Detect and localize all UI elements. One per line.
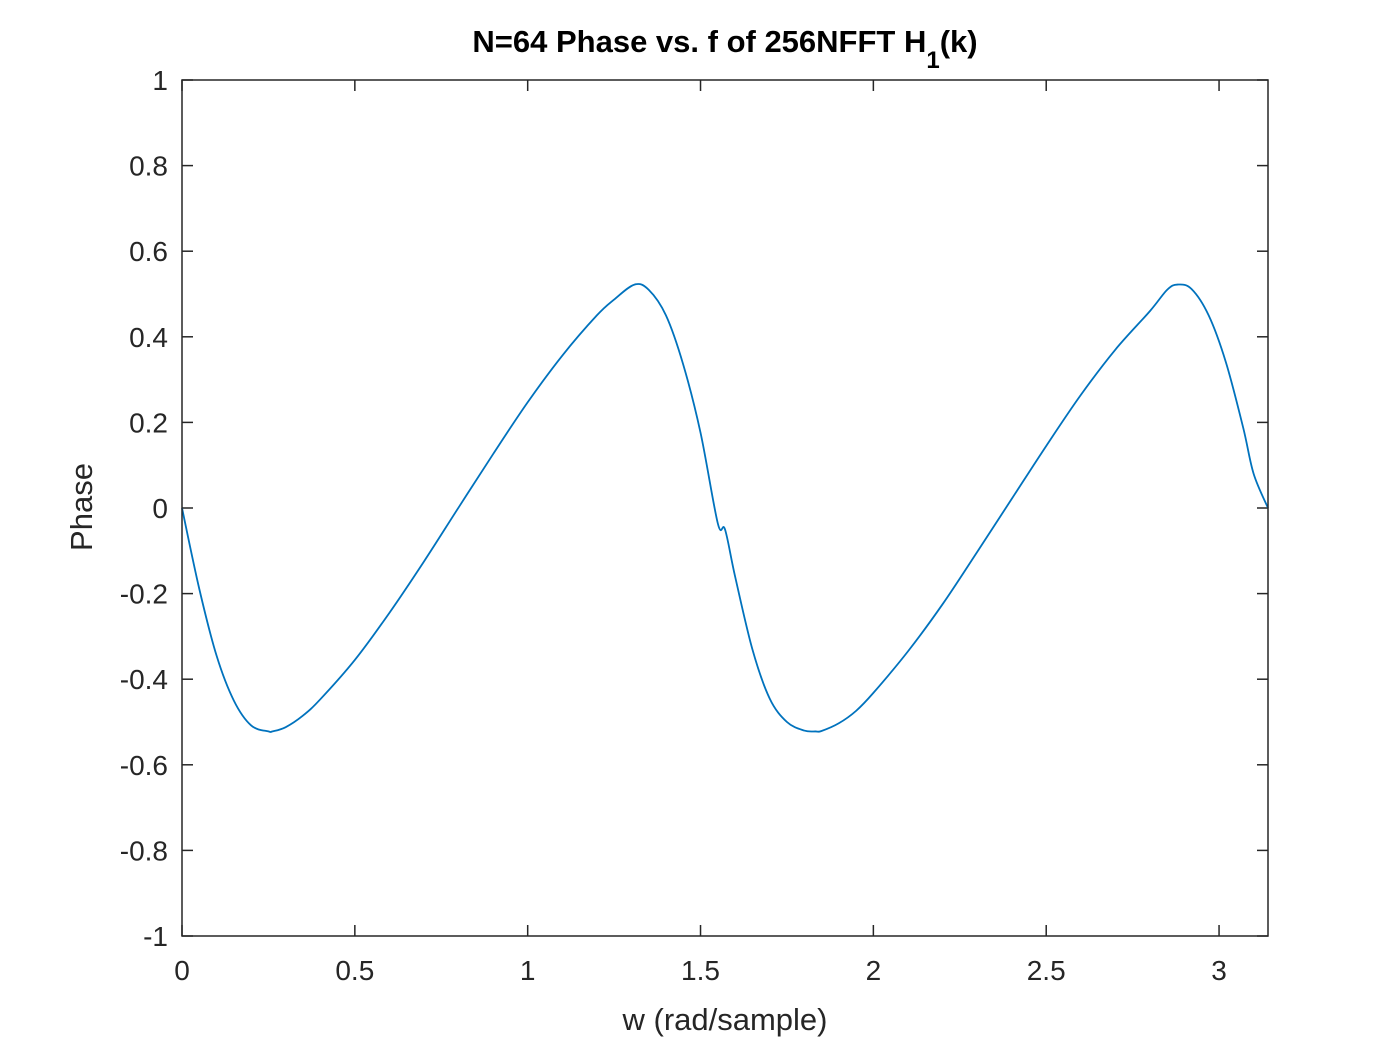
y-tick-label: -1 <box>143 921 168 952</box>
y-tick-label: -0.4 <box>120 664 168 695</box>
chart-title-main: N=64 Phase vs. f of 256NFFT H <box>472 24 926 59</box>
chart-title: N=64 Phase vs. f of 256NFFT H1(k) <box>472 24 977 74</box>
y-tick-label: 0.6 <box>129 236 168 267</box>
plot-area <box>182 80 1268 936</box>
x-axis: 0 0.5 1 1.5 2 2.5 3 <box>174 80 1227 986</box>
x-tick-label: 2.5 <box>1027 955 1066 986</box>
x-tick-label: 2 <box>866 955 882 986</box>
y-axis-label: Phase <box>64 463 99 551</box>
y-tick-label: -0.6 <box>120 750 168 781</box>
phase-series-line <box>181 283 1269 733</box>
y-tick-label: 0.8 <box>129 151 168 182</box>
axes-box <box>181 79 1269 937</box>
y-tick-label: -0.8 <box>120 835 168 866</box>
chart-title-subscript: 1 <box>926 47 939 74</box>
x-tick-label: 1.5 <box>681 955 720 986</box>
y-tick-label: 0 <box>152 493 168 524</box>
y-axis: -1 -0.8 -0.6 -0.4 -0.2 0 0.2 0.4 0.6 0.8 1 <box>120 65 1268 952</box>
y-tick-label: -0.2 <box>120 579 168 610</box>
x-tick-label: 0.5 <box>335 955 374 986</box>
x-tick-label: 0 <box>174 955 190 986</box>
chart-title-suffix: (k) <box>940 24 978 59</box>
y-tick-label: 1 <box>152 65 168 96</box>
x-axis-label: w (rad/sample) <box>622 1002 828 1037</box>
x-tick-label: 3 <box>1211 955 1227 986</box>
y-tick-label: 0.4 <box>129 322 168 353</box>
series-layer <box>181 283 1269 733</box>
x-tick-label: 1 <box>520 955 536 986</box>
y-tick-label: 0.2 <box>129 407 168 438</box>
